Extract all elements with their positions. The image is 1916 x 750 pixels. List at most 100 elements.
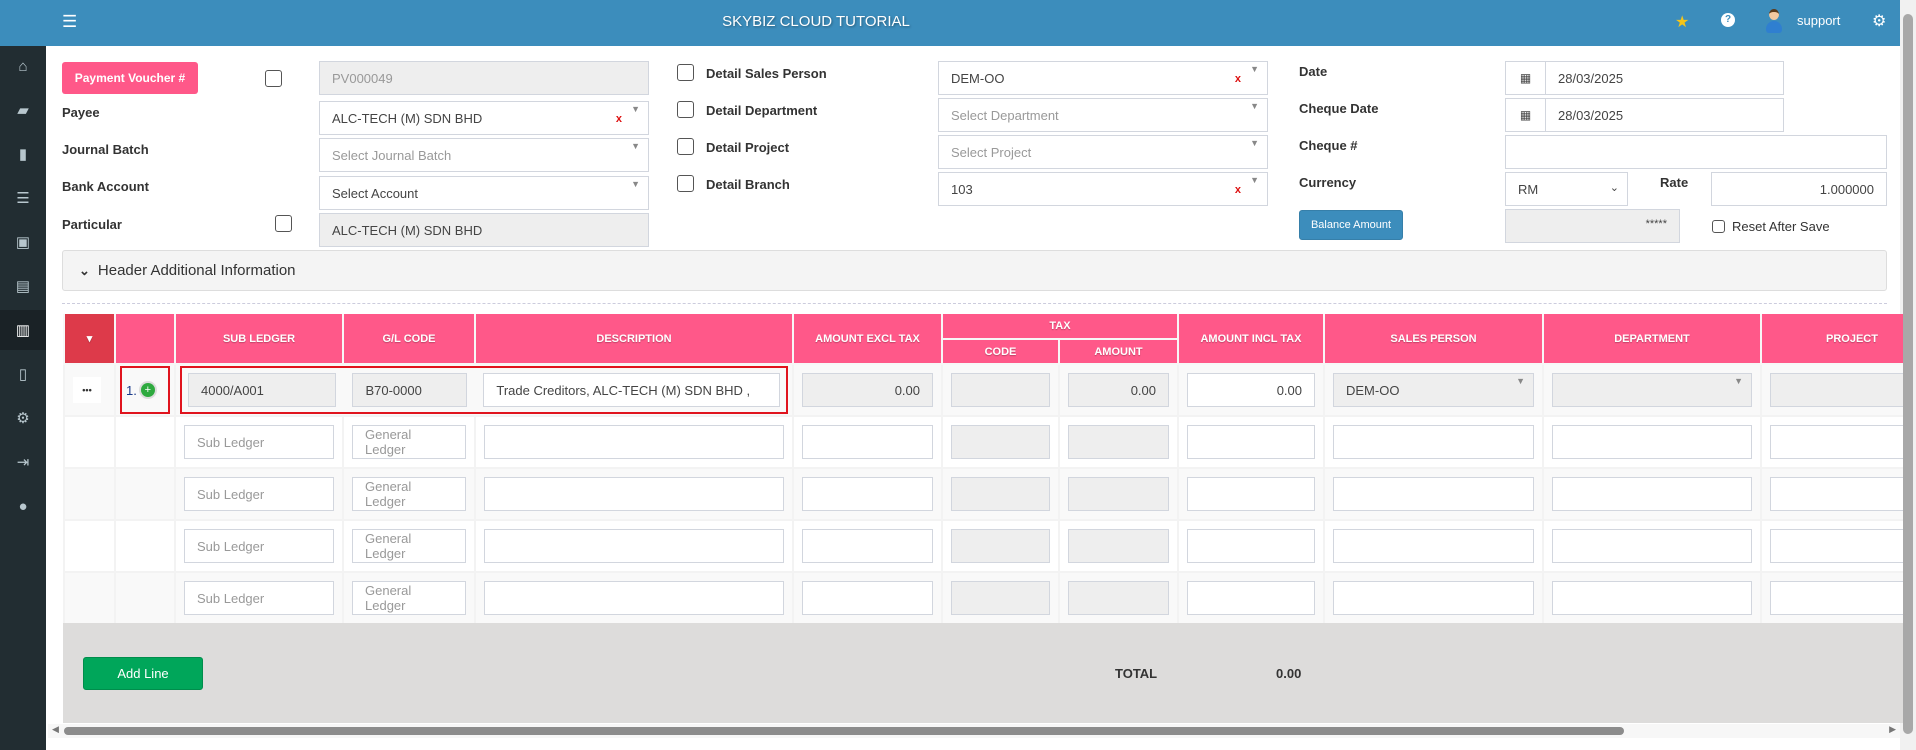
tax-code-input[interactable] [951,477,1050,511]
sub-ledger-input[interactable]: Sub Ledger [184,477,334,511]
department-cell-select[interactable] [1552,477,1752,511]
star-icon[interactable]: ★ [1675,14,1690,31]
home-icon[interactable]: ⌂ [18,57,28,75]
sub-ledger-input[interactable]: Sub Ledger [184,425,334,459]
add-row-icon[interactable]: + [140,383,155,397]
tax-code-input[interactable] [951,425,1050,459]
gl-code-input[interactable]: General Ledger [352,529,466,563]
balance-amount-button[interactable]: Balance Amount [1299,210,1403,240]
scroll-left-arrow-icon[interactable]: ◀ [52,724,59,734]
project-cell-select[interactable] [1770,529,1903,563]
tax-amount-input[interactable] [1068,425,1169,459]
description-input[interactable] [484,477,784,511]
briefcase-icon[interactable]: ▣ [15,234,31,251]
bank-account-select[interactable]: Select Account ▼ [319,176,649,210]
help-icon[interactable]: ? [1721,13,1735,27]
calendar-icon[interactable]: ▦ [1506,62,1546,94]
sub-ledger-input[interactable]: Sub Ledger [184,529,334,563]
journal-batch-select[interactable]: Select Journal Batch ▼ [319,138,649,172]
vertical-scrollbar-thumb[interactable] [1903,14,1913,734]
department-cell-select[interactable] [1552,581,1752,615]
amount-incl-tax-input[interactable] [1187,425,1315,459]
amount-incl-tax-input[interactable] [1187,529,1315,563]
gl-code-input[interactable]: General Ledger [352,425,466,459]
scroll-right-arrow-icon[interactable]: ▶ [1889,724,1896,734]
branch-select[interactable]: 103 x ▼ [938,172,1268,206]
sub-ledger-input[interactable]: 4000/A001 [188,373,337,407]
add-line-button[interactable]: Add Line [83,657,203,690]
particular-field[interactable]: ALC-TECH (M) SDN BHD [319,213,649,247]
user-name[interactable]: support [1797,13,1841,28]
bar-chart-icon[interactable]: ▥ [0,310,46,350]
detail-department-checkbox[interactable] [677,101,694,118]
tax-amount-input[interactable] [1068,477,1169,511]
list-icon[interactable]: ☰ [16,190,30,207]
amount-incl-tax-input[interactable] [1187,477,1315,511]
project-cell-select[interactable] [1770,477,1903,511]
description-input[interactable]: Trade Creditors, ALC-TECH (M) SDN BHD , [483,373,780,407]
project-cell-select[interactable] [1770,425,1903,459]
sales-person-cell-select[interactable] [1333,581,1534,615]
project-cell-select[interactable] [1770,373,1903,407]
department-select[interactable]: Select Department ▼ [938,98,1268,132]
user-avatar-icon[interactable] [1765,9,1783,35]
currency-select[interactable]: RM ⌄ [1505,172,1628,206]
gl-code-input[interactable]: B70-0000 [352,373,468,407]
row-menu-button[interactable]: ••• [73,377,101,403]
detail-branch-checkbox[interactable] [677,175,694,192]
clear-icon[interactable]: x [1234,184,1241,196]
tax-code-input[interactable] [951,529,1050,563]
cogs-icon[interactable]: ⚙ [16,410,30,427]
folder-open-icon[interactable]: ▰ [17,102,29,119]
rate-input[interactable]: 1.000000 [1711,172,1887,206]
cheque-no-input[interactable] [1505,135,1887,169]
description-input[interactable] [484,529,784,563]
department-cell-select[interactable] [1552,529,1752,563]
sales-person-cell-select[interactable]: DEM-OO ▼ [1333,373,1534,407]
particular-checkbox[interactable] [275,215,292,232]
department-cell-select[interactable] [1552,425,1752,459]
menu-toggle-icon[interactable]: ☰ [62,12,78,31]
sales-person-cell-select[interactable] [1333,529,1534,563]
book-icon[interactable]: ▮ [18,146,28,163]
detail-sales-person-checkbox[interactable] [677,64,694,81]
amount-incl-tax-input[interactable]: 0.00 [1187,373,1315,407]
payee-select[interactable]: ALC-TECH (M) SDN BHD x ▼ [319,101,649,135]
voucher-number-field[interactable]: PV000049 [319,61,649,95]
header-additional-info-toggle[interactable]: ⌄ Header Additional Information [62,250,1887,291]
sub-ledger-input[interactable]: Sub Ledger [184,581,334,615]
amount-excl-tax-input[interactable] [802,477,933,511]
select-all-toggle[interactable]: ▾ [63,314,116,365]
sales-person-cell-select[interactable] [1333,477,1534,511]
tax-code-input[interactable] [951,373,1050,407]
description-input[interactable] [484,581,784,615]
tax-amount-input[interactable] [1068,529,1169,563]
tax-amount-input[interactable] [1068,581,1169,615]
description-input[interactable] [484,425,784,459]
project-select[interactable]: Select Project ▼ [938,135,1268,169]
tax-code-input[interactable] [951,581,1050,615]
sales-person-select[interactable]: DEM-OO x ▼ [938,61,1268,95]
amount-excl-tax-input[interactable]: 0.00 [802,373,933,407]
amount-excl-tax-input[interactable] [802,529,933,563]
clear-icon[interactable]: x [1234,73,1241,85]
horizontal-scrollbar[interactable]: ◀ ▶ [48,724,1900,738]
cheque-date-field[interactable]: ▦ 28/03/2025 [1505,98,1784,132]
voucher-no-checkbox[interactable] [265,70,282,87]
project-cell-select[interactable] [1770,581,1903,615]
sales-person-cell-select[interactable] [1333,425,1534,459]
department-cell-select[interactable]: ▼ [1552,373,1752,407]
tax-amount-input[interactable]: 0.00 [1068,373,1169,407]
amount-incl-tax-input[interactable] [1187,581,1315,615]
gl-code-input[interactable]: General Ledger [352,581,466,615]
amount-excl-tax-input[interactable] [802,581,933,615]
horizontal-scrollbar-thumb[interactable] [64,727,1624,735]
user-icon[interactable]: ● [18,497,28,515]
file-icon[interactable]: ▯ [18,366,28,383]
list-alt-icon[interactable]: ▤ [15,278,31,295]
settings-cogs-icon[interactable]: ⚙ [1872,13,1887,30]
detail-project-checkbox[interactable] [677,138,694,155]
amount-excl-tax-input[interactable] [802,425,933,459]
payment-voucher-button[interactable]: Payment Voucher # [62,62,198,94]
date-field[interactable]: ▦ 28/03/2025 [1505,61,1784,95]
